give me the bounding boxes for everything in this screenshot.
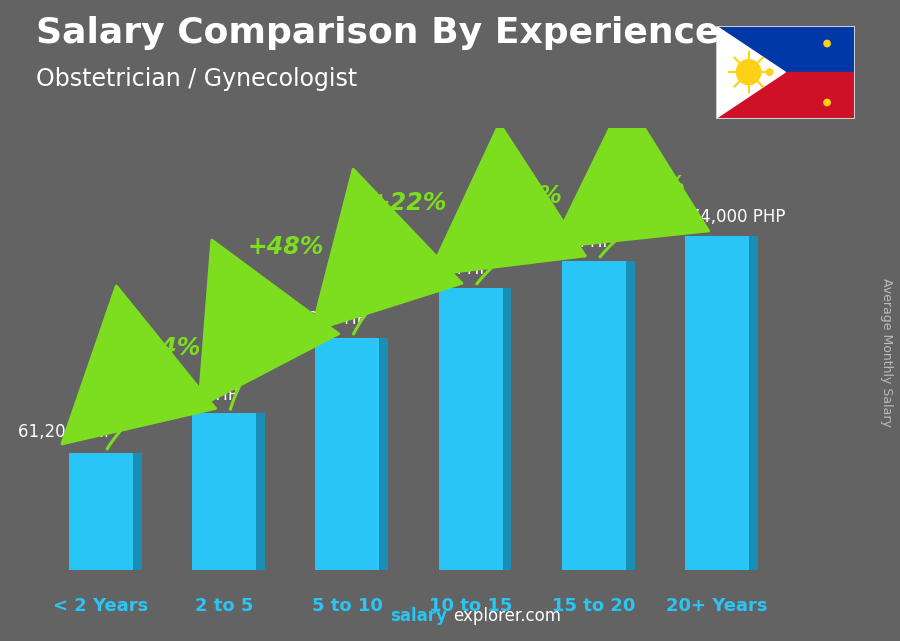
Polygon shape [256,413,265,570]
Polygon shape [716,26,855,72]
Text: 61,200 PHP: 61,200 PHP [18,423,114,441]
Circle shape [824,99,830,106]
FancyArrowPatch shape [62,286,215,449]
Text: 81,800 PHP: 81,800 PHP [141,386,238,404]
Text: 10 to 15: 10 to 15 [429,597,512,615]
Text: +22%: +22% [371,191,447,215]
Text: Obstetrician / Gynecologist: Obstetrician / Gynecologist [36,67,357,91]
Circle shape [736,60,760,85]
Text: salary: salary [391,607,447,625]
Polygon shape [626,261,634,570]
Text: 161,000 PHP: 161,000 PHP [506,233,613,251]
Text: 20+ Years: 20+ Years [666,597,768,615]
FancyArrowPatch shape [552,97,708,257]
Bar [69,453,133,570]
Text: explorer.com: explorer.com [453,607,561,625]
Text: 174,000 PHP: 174,000 PHP [679,208,785,226]
FancyArrowPatch shape [311,169,462,334]
Bar [562,261,626,570]
Bar [685,236,749,570]
Text: 15 to 20: 15 to 20 [553,597,635,615]
Text: +9%: +9% [502,183,562,208]
Text: < 2 Years: < 2 Years [53,597,148,615]
FancyArrowPatch shape [199,240,338,410]
Text: 5 to 10: 5 to 10 [312,597,382,615]
Bar [192,413,256,570]
Text: 2 to 5: 2 to 5 [195,597,254,615]
Text: Average Monthly Salary: Average Monthly Salary [880,278,893,427]
Bar [315,338,380,570]
Text: Salary Comparison By Experience: Salary Comparison By Experience [36,16,719,50]
Polygon shape [716,26,785,119]
Polygon shape [749,236,758,570]
Circle shape [767,69,773,76]
Text: 121,000 PHP: 121,000 PHP [259,310,366,328]
Polygon shape [380,338,388,570]
Text: +8%: +8% [626,174,686,198]
Text: 147,000 PHP: 147,000 PHP [382,260,490,278]
Text: +34%: +34% [124,336,201,360]
Polygon shape [716,72,855,119]
Circle shape [824,40,830,47]
Bar [438,288,503,570]
Polygon shape [133,453,141,570]
Text: +48%: +48% [248,235,324,260]
FancyArrowPatch shape [429,124,585,284]
Polygon shape [503,288,511,570]
